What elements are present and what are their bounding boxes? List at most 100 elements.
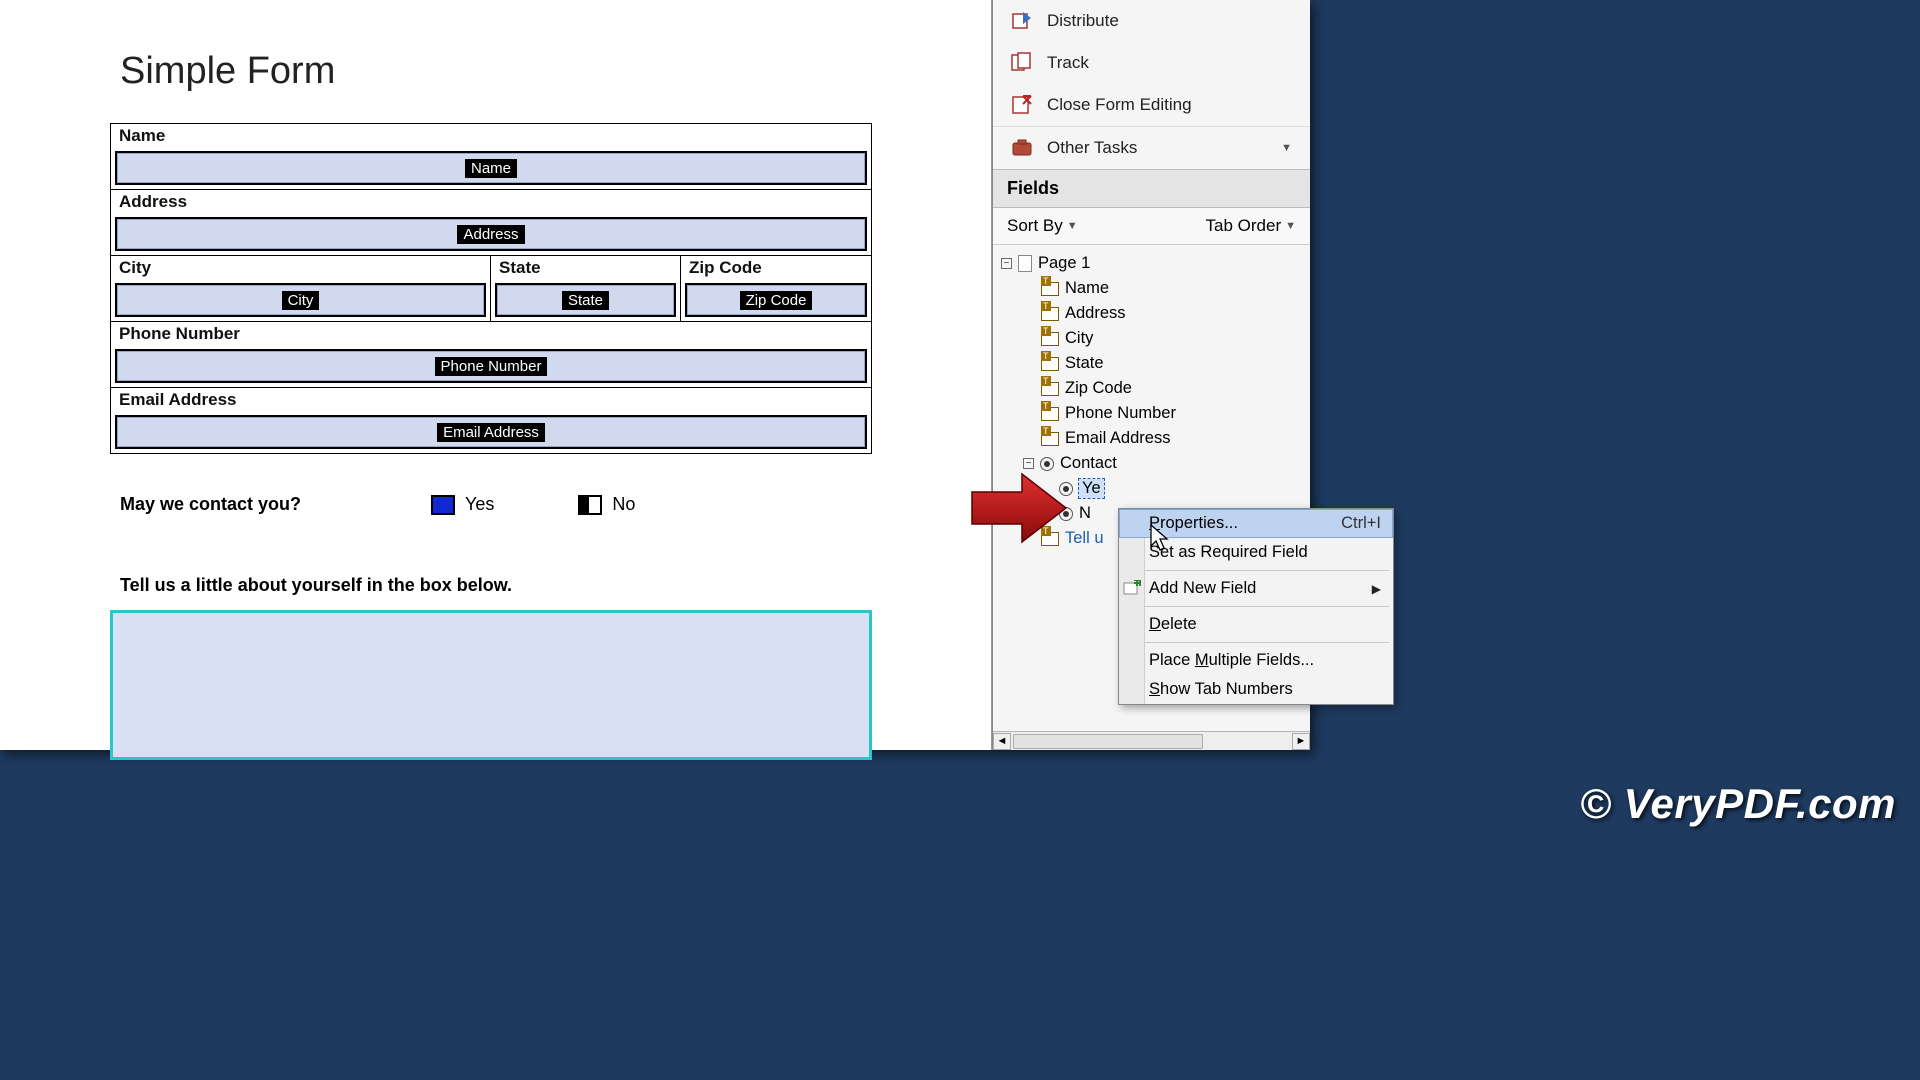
- chevron-down-icon: ▼: [1281, 142, 1292, 154]
- page-icon: [1018, 255, 1032, 272]
- label-name: Name: [111, 124, 871, 148]
- context-menu-separator: [1123, 570, 1389, 571]
- tree-city-label: City: [1065, 329, 1093, 348]
- ctx-show-tab-numbers[interactable]: Show Tab Numbers: [1119, 675, 1393, 704]
- label-city: City: [111, 256, 490, 280]
- tree-state-label: State: [1065, 354, 1104, 373]
- field-tag-phone: Phone Number: [435, 357, 548, 376]
- tree-no-label: N: [1079, 504, 1091, 523]
- tree-field-name[interactable]: Name: [1001, 276, 1310, 301]
- annotation-arrow: [970, 468, 1070, 548]
- ctx-properties-shortcut: Ctrl+I: [1341, 514, 1381, 533]
- context-menu: Properties... Ctrl+I Set as Required Fie…: [1118, 508, 1394, 705]
- label-state: State: [491, 256, 680, 280]
- field-phone[interactable]: Phone Number: [115, 349, 867, 383]
- field-tag-city: City: [282, 291, 320, 310]
- contact-option-no[interactable]: No: [578, 494, 635, 515]
- submenu-arrow-icon: ▶: [1372, 582, 1381, 596]
- form-table: Name Name Address Address City City: [110, 123, 872, 454]
- field-tag-zip: Zip Code: [740, 291, 813, 310]
- tree-field-city[interactable]: City: [1001, 326, 1310, 351]
- task-close-label: Close Form Editing: [1047, 95, 1192, 115]
- task-track-label: Track: [1047, 53, 1089, 73]
- checkbox-no-icon: [578, 495, 602, 515]
- context-menu-separator: [1123, 642, 1389, 643]
- ctx-place-multiple-label: Place Multiple Fields...: [1149, 651, 1314, 670]
- task-track[interactable]: Track: [993, 42, 1310, 84]
- tree-field-phone[interactable]: Phone Number: [1001, 401, 1310, 426]
- scroll-right-arrow[interactable]: ►: [1292, 733, 1310, 750]
- close-form-icon: [1011, 94, 1033, 116]
- checkbox-yes-icon: [431, 495, 455, 515]
- contact-no-label: No: [612, 494, 635, 515]
- horizontal-scrollbar[interactable]: ◄ ►: [993, 731, 1310, 750]
- form-title: Simple Form: [120, 50, 991, 93]
- tree-field-email[interactable]: Email Address: [1001, 426, 1310, 451]
- field-state[interactable]: State: [495, 283, 676, 317]
- task-distribute[interactable]: Distribute: [993, 0, 1310, 42]
- document-canvas: Simple Form Name Name Address Address Ci…: [0, 0, 992, 750]
- tree-field-address[interactable]: Address: [1001, 301, 1310, 326]
- field-zip[interactable]: Zip Code: [685, 283, 867, 317]
- text-field-icon: [1041, 432, 1059, 446]
- ctx-place-multiple[interactable]: Place Multiple Fields...: [1119, 646, 1393, 675]
- ctx-add-new-label: Add New Field: [1149, 579, 1256, 598]
- label-zip: Zip Code: [681, 256, 871, 280]
- task-distribute-label: Distribute: [1047, 11, 1119, 31]
- chevron-down-icon: ▼: [1067, 220, 1078, 232]
- ctx-required-label: Set as Required Field: [1149, 543, 1308, 562]
- text-field-icon: [1041, 357, 1059, 371]
- context-menu-separator: [1123, 606, 1389, 607]
- ctx-show-tab-label: Show Tab Numbers: [1149, 680, 1293, 699]
- label-phone: Phone Number: [111, 322, 871, 346]
- text-field-icon: [1041, 307, 1059, 321]
- task-other[interactable]: Other Tasks ▼: [993, 127, 1310, 169]
- field-tag-name: Name: [465, 159, 517, 178]
- collapse-icon[interactable]: −: [1001, 258, 1012, 269]
- text-field-icon: [1041, 407, 1059, 421]
- tree-phone-label: Phone Number: [1065, 404, 1176, 423]
- tab-order-button[interactable]: Tab Order ▼: [1206, 216, 1296, 236]
- tree-field-state[interactable]: State: [1001, 351, 1310, 376]
- contact-yes-label: Yes: [465, 494, 494, 515]
- ctx-set-required[interactable]: Set as Required Field: [1119, 538, 1393, 567]
- field-tag-email: Email Address: [437, 423, 545, 442]
- sort-by-button[interactable]: Sort By ▼: [1007, 216, 1078, 236]
- ctx-properties[interactable]: Properties... Ctrl+I: [1119, 509, 1393, 538]
- contact-question-row: May we contact you? Yes No: [120, 494, 991, 515]
- app-window: Simple Form Name Name Address Address Ci…: [0, 0, 1310, 750]
- sort-by-label: Sort By: [1007, 216, 1063, 236]
- tab-order-label: Tab Order: [1206, 216, 1282, 236]
- distribute-icon: [1011, 10, 1033, 32]
- tree-page-node[interactable]: − Page 1: [1001, 251, 1310, 276]
- field-tag-state: State: [562, 291, 609, 310]
- text-field-icon: [1041, 382, 1059, 396]
- tree-tell-label: Tell u: [1065, 529, 1104, 548]
- scroll-left-arrow[interactable]: ◄: [993, 733, 1011, 750]
- field-address[interactable]: Address: [115, 217, 867, 251]
- tree-zip-label: Zip Code: [1065, 379, 1132, 398]
- field-email[interactable]: Email Address: [115, 415, 867, 449]
- ctx-delete[interactable]: Delete: [1119, 610, 1393, 639]
- task-close-form-editing[interactable]: Close Form Editing: [993, 84, 1310, 126]
- label-address: Address: [111, 190, 871, 214]
- ctx-delete-label: Delete: [1149, 615, 1197, 634]
- task-other-label: Other Tasks: [1047, 138, 1137, 158]
- other-tasks-icon: [1011, 137, 1033, 159]
- scroll-thumb[interactable]: [1013, 734, 1203, 749]
- text-field-icon: [1041, 282, 1059, 296]
- field-name[interactable]: Name: [115, 151, 867, 185]
- contact-option-yes[interactable]: Yes: [431, 494, 494, 515]
- tree-email-label: Email Address: [1065, 429, 1170, 448]
- track-icon: [1011, 52, 1033, 74]
- text-field-icon: [1041, 332, 1059, 346]
- tree-address-label: Address: [1065, 304, 1126, 323]
- tell-us-field[interactable]: [110, 610, 872, 760]
- ctx-properties-label: Properties...: [1149, 514, 1238, 533]
- label-email: Email Address: [111, 388, 871, 412]
- tree-yes-label: Ye: [1079, 479, 1104, 498]
- tree-name-label: Name: [1065, 279, 1109, 298]
- tree-field-zip[interactable]: Zip Code: [1001, 376, 1310, 401]
- ctx-add-new-field[interactable]: Add New Field ▶: [1119, 574, 1393, 603]
- field-city[interactable]: City: [115, 283, 486, 317]
